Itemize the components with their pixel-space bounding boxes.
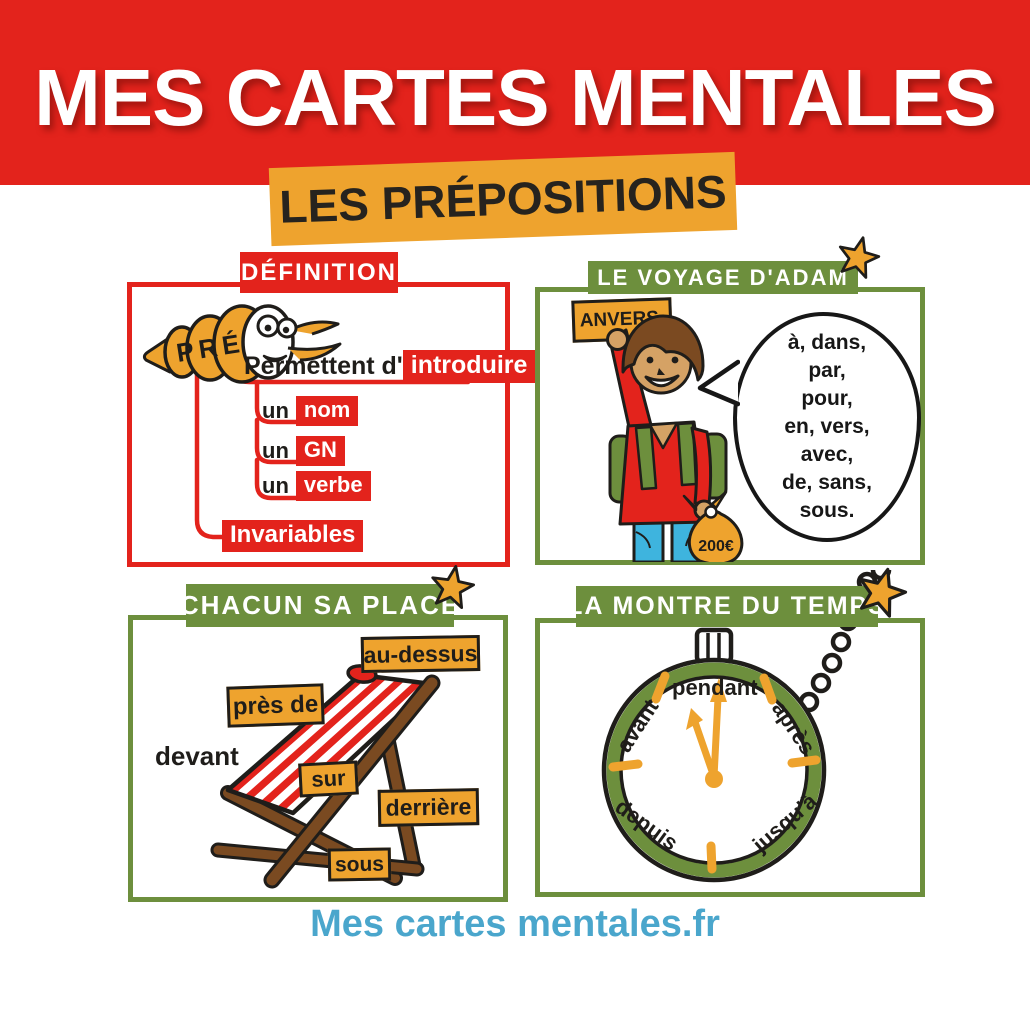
header-band <box>0 0 1030 185</box>
voyage-title: LE VOYAGE D'ADAM <box>588 261 858 294</box>
money-bag-label: 200€ <box>698 538 734 555</box>
subtitle-banner: LES PRÉPOSITIONS <box>268 151 738 247</box>
intro-plain-text: Permettent d' <box>244 352 403 380</box>
intro-highlight-chip: introduire <box>402 350 536 383</box>
item-prefix: un <box>262 438 289 463</box>
montre-title: LA MONTRE DU TEMPS <box>567 586 885 627</box>
item-word-chip: GN <box>295 436 345 466</box>
site-footer: Mes cartes mentales.fr <box>310 903 720 945</box>
definition-item-gn: un GN <box>262 436 345 466</box>
invariables-chip: Invariables <box>222 520 364 552</box>
label-sous: sous <box>327 847 392 882</box>
speech-bubble: à, dans, par, pour, en, vers, avec, de, … <box>733 312 921 542</box>
star-icon <box>859 567 908 618</box>
bubble-line: en, vers, <box>784 415 870 438</box>
clock-word-pendant: pendant <box>672 675 758 700</box>
page-title: MES CARTES MENTALES <box>34 53 997 142</box>
definition-item-nom: un nom <box>262 396 359 426</box>
snail-icon: PRÉ <box>142 304 342 384</box>
star-icon <box>431 565 476 610</box>
speech-bubble-tail <box>697 359 740 407</box>
label-devant: devant <box>155 741 239 771</box>
item-word-chip: verbe <box>295 471 371 501</box>
bubble-line: de, sans, <box>782 471 872 494</box>
watch-ticks <box>608 671 821 874</box>
boy-hand <box>606 328 629 351</box>
label-derriere: derrière <box>377 788 480 827</box>
definition-intro: Permettent d' introduire <box>244 350 536 383</box>
bubble-line: à, dans, <box>787 331 867 354</box>
definition-item-verbe: un verbe <box>262 471 371 501</box>
label-pres-de: près de <box>226 683 325 728</box>
pocket-watch-illustration <box>601 570 892 883</box>
item-prefix: un <box>262 398 289 423</box>
star-icon <box>838 236 881 279</box>
label-sur: sur <box>298 760 359 798</box>
definition-title: DÉFINITION <box>240 252 398 293</box>
bubble-line: avec, <box>800 443 854 466</box>
bubble-line: pour, <box>801 387 853 410</box>
item-prefix: un <box>262 473 289 498</box>
label-au-dessus: au-dessus <box>360 634 481 674</box>
place-title: CHACUN SA PLACE <box>180 584 458 627</box>
subtitle-text: LES PRÉPOSITIONS <box>278 165 728 233</box>
bubble-line: par, <box>808 359 846 382</box>
bubble-line: sous. <box>799 499 855 522</box>
boy-illustration: 200€ <box>608 314 744 562</box>
item-word-chip: nom <box>295 396 359 426</box>
